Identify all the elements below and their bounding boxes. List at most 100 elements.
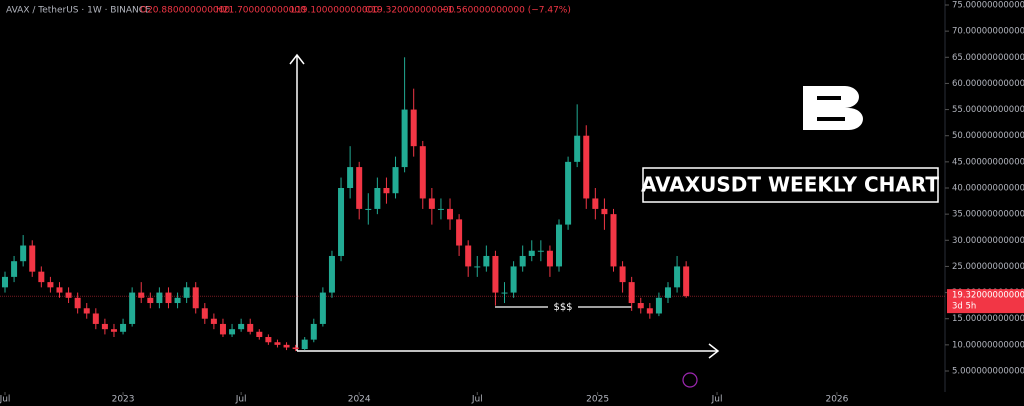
y-tick-label: 40.0000000000000	[952, 184, 1024, 194]
candle-body	[610, 214, 617, 267]
candle-body	[456, 219, 463, 246]
candle-body	[510, 266, 517, 293]
candle-body	[265, 337, 272, 343]
symbol: AVAX / TetherUS · 1W · BINANCE	[6, 6, 151, 16]
candle-body	[655, 297, 662, 314]
y-tick-label: 10.0000000000000	[952, 340, 1024, 350]
candle-body	[319, 292, 326, 324]
arrow-head	[708, 343, 720, 359]
candle-body	[210, 318, 217, 324]
ohlc-change: −1.560000000000 (−7.47%)	[440, 6, 571, 16]
candle-body	[201, 308, 208, 319]
candle-body	[437, 208, 444, 210]
candle-body	[428, 198, 435, 209]
ohlc-close: C19.320000000000	[365, 6, 455, 16]
candle-body	[74, 297, 81, 309]
candle-body	[664, 287, 671, 298]
candle-body	[1, 276, 8, 288]
candle-body	[20, 245, 27, 262]
ohlc-high: H21.700000000000	[216, 6, 306, 16]
candle-body	[101, 323, 108, 330]
candle-body	[292, 347, 299, 350]
candle-body	[383, 188, 390, 194]
y-tick-label: 25.0000000000000	[952, 262, 1024, 272]
candle-body	[556, 224, 563, 267]
last-price-label: 19.3200000000000	[952, 291, 1024, 301]
candle-body	[11, 261, 18, 277]
candle-body	[392, 167, 399, 194]
candle-body	[183, 287, 190, 298]
candle-body	[501, 292, 508, 294]
title-box	[642, 167, 939, 203]
candle-body	[519, 255, 526, 267]
y-tick-label: 45.0000000000000	[952, 157, 1024, 167]
y-tick-label: 65.0000000000000	[952, 53, 1024, 63]
candle-body	[410, 109, 417, 147]
y-tick-label: 5.00000000000000	[952, 367, 1024, 377]
x-tick-label: Jul	[711, 395, 723, 405]
x-tick-label: 2025	[586, 395, 609, 405]
annotation: $$$	[553, 302, 572, 313]
candle-body	[601, 208, 608, 215]
candle-body	[619, 266, 626, 283]
candle-body	[65, 292, 72, 298]
candle-body	[401, 109, 408, 168]
y-tick-label: 55.0000000000000	[952, 105, 1024, 115]
logo	[803, 86, 863, 130]
candle-body	[447, 208, 454, 220]
candle-body	[219, 323, 226, 335]
candle-body	[29, 245, 36, 272]
candle-body	[419, 146, 426, 199]
candle-body	[229, 329, 236, 335]
y-tick-label: 30.0000000000000	[952, 236, 1024, 246]
candle-body	[628, 282, 635, 304]
candle-body	[374, 188, 381, 209]
candle-body	[120, 323, 127, 332]
candle-body	[546, 250, 553, 267]
candle-body	[310, 323, 317, 340]
y-tick-label: 75.0000000000000	[952, 1, 1024, 11]
candle-body	[356, 167, 363, 209]
candle-body	[574, 135, 581, 162]
x-tick-label: 2026	[825, 395, 848, 405]
ohlc-low: L19.100000000000	[291, 6, 379, 16]
candle-body	[83, 308, 90, 314]
candle-body	[238, 323, 245, 330]
candle-body	[537, 250, 544, 252]
candle-body	[174, 297, 181, 304]
candle-body	[328, 255, 335, 293]
y-tick-label: 70.0000000000000	[952, 27, 1024, 37]
candle-body	[646, 308, 653, 314]
candle-body	[565, 161, 572, 225]
x-tick-label: Jul	[471, 395, 483, 405]
candle-body	[637, 303, 644, 309]
x-tick-label: 2024	[348, 395, 371, 405]
last-price-box	[947, 289, 1024, 314]
y-tick-label: 15.0000000000000	[952, 314, 1024, 324]
candle-body	[56, 287, 63, 293]
icon[interactable]	[682, 372, 698, 388]
y-tick-label: 60.0000000000000	[952, 79, 1024, 89]
candle-body	[147, 297, 154, 304]
candle-body	[156, 292, 163, 304]
x-tick-label: Jul	[0, 395, 10, 405]
candle-body	[338, 188, 345, 256]
candle-body	[110, 329, 117, 332]
candle-body	[674, 266, 681, 288]
y-tick-label: 35.0000000000000	[952, 210, 1024, 220]
candle-body	[129, 292, 136, 324]
candle-body	[492, 255, 499, 293]
candle-body	[301, 339, 308, 350]
candle-body	[483, 255, 490, 267]
candle-body	[465, 245, 472, 267]
ohlc-open: O20.880000000000	[140, 6, 230, 16]
candle-body	[192, 287, 199, 309]
x-tick-label: 2023	[112, 395, 135, 405]
candle-body	[138, 292, 145, 298]
candle-body	[365, 208, 372, 210]
candle-body	[256, 331, 263, 338]
y-tick-label: 50.0000000000000	[952, 131, 1024, 141]
